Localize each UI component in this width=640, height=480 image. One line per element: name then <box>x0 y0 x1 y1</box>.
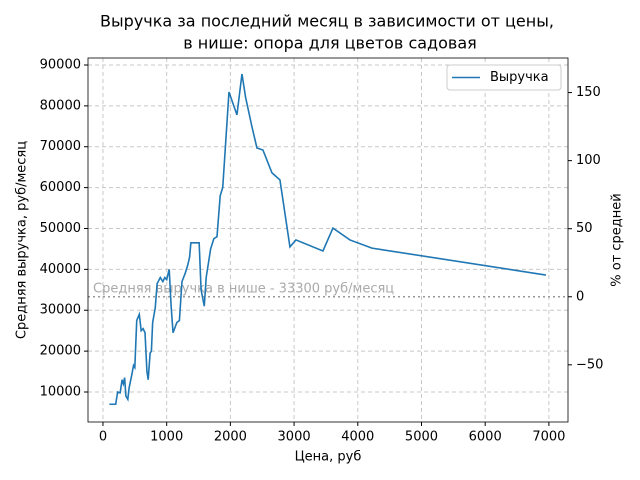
y2-tick-label: 0 <box>576 289 584 304</box>
x-tick-label: 4000 <box>341 430 374 445</box>
y-tick-label: 70000 <box>40 139 81 154</box>
line-series <box>109 73 547 406</box>
legend-box <box>446 64 562 91</box>
y2-tick-label: −50 <box>576 357 603 372</box>
x-tick-label: 7000 <box>532 430 565 445</box>
x-tick-label: 0 <box>99 430 107 445</box>
y-tick-label: 80000 <box>40 98 81 113</box>
y2-tick-label: 50 <box>576 221 593 236</box>
plot-frame <box>87 57 569 423</box>
x-tick-label: 6000 <box>469 430 502 445</box>
x-tick-label: 5000 <box>405 430 438 445</box>
x-axis-label: Цена, руб <box>295 450 362 465</box>
x-tick-label: 3000 <box>278 430 311 445</box>
y-tick-label: 20000 <box>40 344 81 359</box>
x-tick-label: 1000 <box>150 430 183 445</box>
y-tick-label: 50000 <box>40 221 81 236</box>
reference-label: Средняя выручка в нише - 33300 руб/месяц <box>93 281 394 296</box>
y-tick-label: 60000 <box>40 180 81 195</box>
chart-title: в нише: опора для цветов садовая <box>183 34 477 53</box>
y-tick-label: 40000 <box>40 262 81 277</box>
y2-tick-label: 150 <box>576 85 601 100</box>
x-tick-label: 2000 <box>214 430 247 445</box>
legend-label: Выручка <box>490 70 549 85</box>
y-tick-label: 30000 <box>40 303 81 318</box>
y2-tick-label: 100 <box>576 153 601 168</box>
y2-axis-label: % от средней <box>610 193 625 286</box>
y-tick-label: 90000 <box>40 57 81 72</box>
chart-title: Выручка за последний месяц в зависимости… <box>100 12 554 31</box>
y-tick-label: 10000 <box>40 384 81 399</box>
y-axis-label: Средняя выручка, руб/месяц <box>15 141 30 339</box>
